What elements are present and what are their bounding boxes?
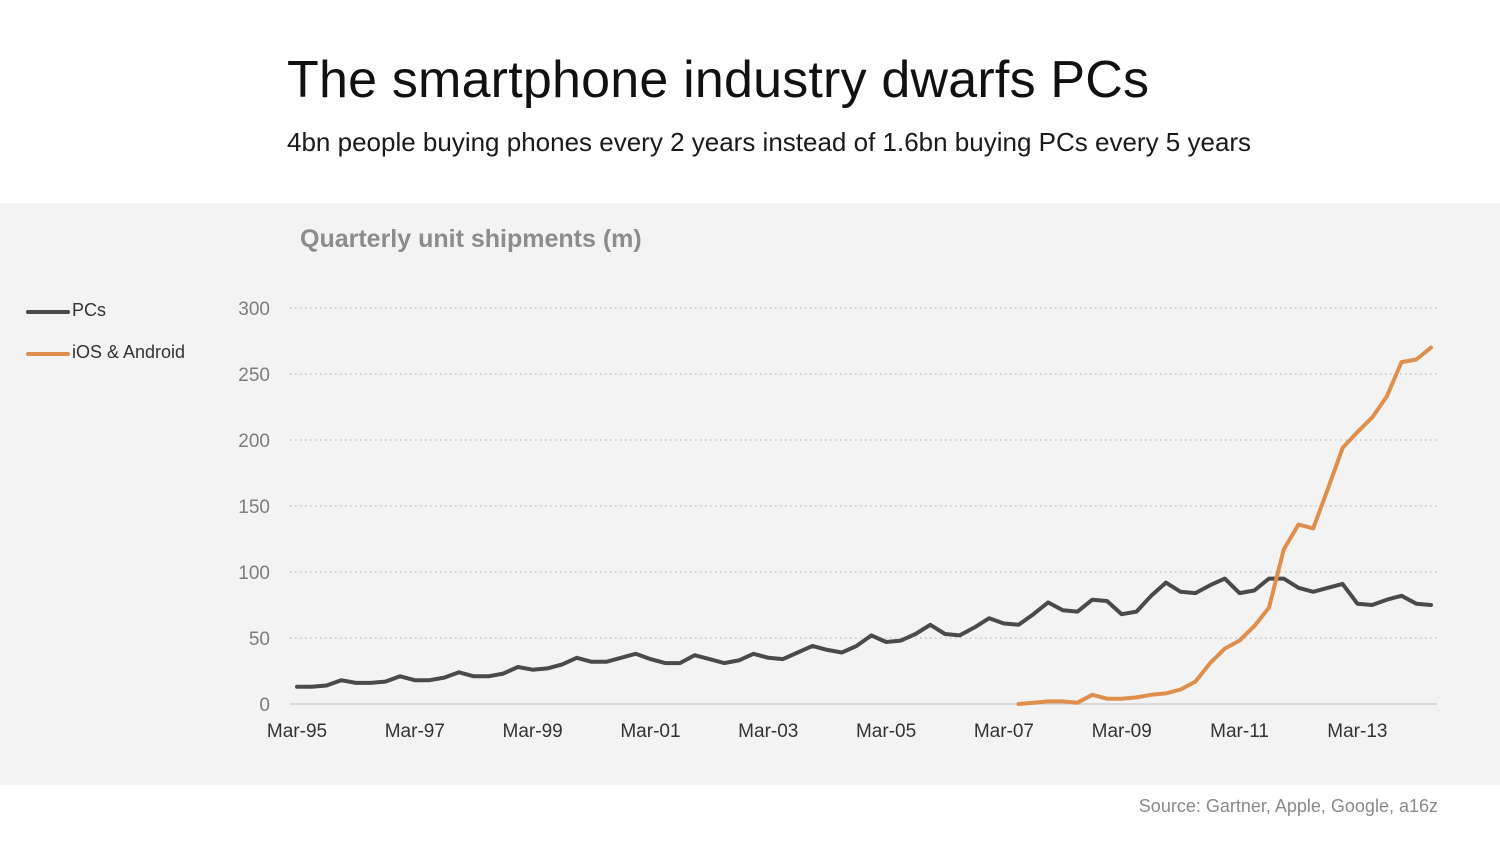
x-tick-label: Mar-07 — [974, 721, 1034, 742]
series-lines — [295, 345, 1433, 706]
legend-swatch-pcs — [26, 310, 70, 314]
header: The smartphone industry dwarfs PCs 4bn p… — [0, 0, 1500, 203]
y-tick-label: 200 — [238, 431, 270, 452]
x-tick-label: Mar-99 — [503, 721, 563, 742]
page-subtitle: 4bn people buying phones every 2 years i… — [287, 127, 1252, 157]
y-tick-label: 0 — [259, 695, 270, 716]
x-tick-label: Mar-11 — [1210, 721, 1269, 742]
x-tick-label: Mar-95 — [267, 721, 327, 742]
legend-label-ios-android: iOS & Android — [72, 342, 186, 362]
legend-swatch-ios-android — [26, 352, 70, 356]
y-tick-label: 50 — [249, 629, 270, 650]
y-tick-label: 150 — [238, 497, 270, 518]
page-title: The smartphone industry dwarfs PCs — [287, 51, 1150, 109]
series-line-pcs — [295, 576, 1433, 689]
x-tick-label: Mar-03 — [738, 721, 798, 742]
legend-label-pcs: PCs — [72, 300, 107, 320]
chart-panel — [0, 203, 1500, 785]
y-tick-label: 100 — [238, 563, 270, 584]
y-tick-label: 250 — [238, 365, 270, 386]
x-tick-label: Mar-01 — [620, 721, 680, 742]
y-axis-tick-labels: 0 50 100 150 200 250 300 — [238, 299, 270, 716]
source-note: Source: Gartner, Apple, Google, a16z — [1138, 796, 1438, 816]
chart-title: Quarterly unit shipments (m) — [300, 225, 642, 253]
y-tick-label: 300 — [238, 299, 270, 320]
x-tick-label: Mar-09 — [1092, 721, 1152, 742]
gridlines — [290, 307, 1437, 705]
series-line-ios-android — [1016, 345, 1433, 706]
x-tick-label: Mar-05 — [856, 721, 916, 742]
x-tick-label: Mar-13 — [1327, 721, 1387, 742]
x-axis-tick-labels: Mar-95 Mar-97 Mar-99 Mar-01 Mar-03 Mar-05 Mar-… — [267, 721, 1388, 742]
x-tick-label: Mar-97 — [385, 721, 445, 742]
